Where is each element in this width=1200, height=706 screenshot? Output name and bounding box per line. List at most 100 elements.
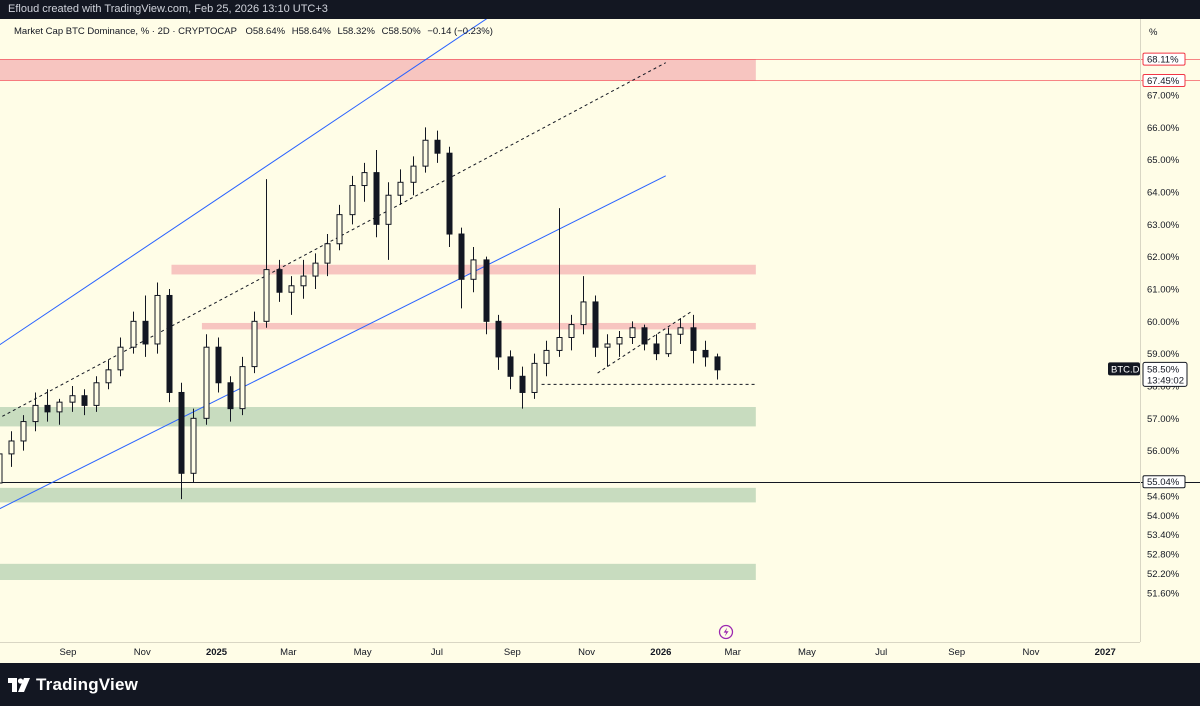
candle-body-35 <box>410 165 417 183</box>
time-tick-label-3: Mar <box>280 647 296 658</box>
resistance-zone-2 <box>201 322 756 330</box>
replay-icon[interactable] <box>718 624 734 640</box>
time-tick-label-1: Nov <box>134 647 151 658</box>
candle-body-54 <box>641 327 648 345</box>
candle-27 <box>312 253 319 289</box>
price-tick-label-0: 67.00% <box>1147 91 1180 102</box>
candle-body-18 <box>203 346 210 419</box>
candle-40 <box>470 246 477 293</box>
candle-body-7 <box>69 395 76 403</box>
time-axis[interactable]: Sep Nov 2025 Mar May Jul Sep Nov 2026 Mar May Jul Se… <box>0 642 1140 659</box>
level-tag-box-0 <box>1142 52 1186 66</box>
candle-body-13 <box>142 320 149 345</box>
level-tag-label-0: 68.11% <box>1147 55 1179 66</box>
chart-area[interactable]: Market Cap BTC Dominance, % · 2D · CRYPT… <box>0 19 1200 663</box>
candle-52 <box>616 331 623 357</box>
candle-31 <box>361 162 368 202</box>
candle-26 <box>300 259 307 299</box>
candle-46 <box>543 340 550 377</box>
legend-symbol: Market Cap BTC Dominance, % · 2D · CRYPT… <box>14 26 237 37</box>
price-tick-label-13: 54.60% <box>1147 491 1180 502</box>
candle-36 <box>422 127 429 173</box>
candle-body-38 <box>446 152 453 235</box>
candle-34 <box>397 169 404 205</box>
price-tick-label-9: 58.00% <box>1147 382 1180 393</box>
candle-56 <box>665 327 672 357</box>
candle-body-39 <box>458 233 465 280</box>
price-tick-label-11: 56.00% <box>1147 446 1180 457</box>
candle-body-29 <box>336 214 343 245</box>
candle-4 <box>32 392 39 432</box>
time-tick-label-12: Sep <box>948 647 965 658</box>
candle-32 <box>373 149 380 238</box>
time-tick-label-11: Jul <box>875 647 887 658</box>
legend-c-value: 58.50% <box>389 26 422 37</box>
candle-body-56 <box>665 333 672 355</box>
time-tick-label-14: 2027 <box>1095 647 1116 658</box>
candle-body-57 <box>677 327 684 335</box>
level-tag-box-1 <box>1142 73 1186 87</box>
candle-body-21 <box>239 366 246 410</box>
candle-14 <box>154 282 161 354</box>
price-tick-label-3: 64.00% <box>1147 188 1180 199</box>
price-tick-label-6: 61.00% <box>1147 285 1180 296</box>
candle-44 <box>519 366 526 409</box>
candle-5 <box>44 389 51 422</box>
candle-57 <box>677 318 684 344</box>
candle-body-10 <box>105 369 112 384</box>
candle-body-50 <box>592 301 599 348</box>
candle-10 <box>105 360 112 390</box>
time-tick-label-0: Sep <box>60 647 77 658</box>
time-tick-label-4: May <box>354 647 372 658</box>
candle-38 <box>446 146 453 247</box>
legend: Market Cap BTC Dominance, % · 2D · CRYPT… <box>14 26 493 37</box>
candle-20 <box>227 376 234 422</box>
price-tag-symbol-box <box>1108 362 1140 376</box>
candle-13 <box>142 295 149 357</box>
candle-body-49 <box>580 301 587 326</box>
candle-body-37 <box>434 139 441 154</box>
candle-45 <box>531 353 538 399</box>
candle-body-8 <box>81 395 88 406</box>
level-tag-label-2: 55.04% <box>1147 477 1180 488</box>
candle-43 <box>507 350 514 390</box>
price-tick-label-17: 52.20% <box>1147 569 1180 580</box>
candle-59 <box>702 340 709 367</box>
candle-body-6 <box>56 401 63 413</box>
candle-15 <box>166 289 173 403</box>
candle-23 <box>263 179 270 328</box>
candle-body-44 <box>519 375 526 393</box>
branding-bar: TradingView <box>0 663 1200 706</box>
candle-25 <box>288 276 295 315</box>
price-tick-label-16: 52.80% <box>1147 550 1180 561</box>
price-axis-unit: % <box>1149 27 1158 38</box>
price-tick-label-10: 57.00% <box>1147 414 1180 425</box>
trend-line-channel-upper <box>0 19 488 346</box>
candle-16 <box>178 382 185 500</box>
candle-body-20 <box>227 382 234 410</box>
tradingview-logo[interactable]: TradingView <box>8 673 138 697</box>
candle-55 <box>653 334 660 361</box>
candle-19 <box>215 337 222 393</box>
candle-body-46 <box>543 349 550 364</box>
candle-body-31 <box>361 172 368 187</box>
candle-body-25 <box>288 285 295 293</box>
candle-22 <box>251 311 258 374</box>
price-tag-value: 58.50% <box>1147 364 1180 375</box>
candles-layer <box>0 127 721 500</box>
chart-canvas[interactable]: Market Cap BTC Dominance, % · 2D · CRYPT… <box>0 19 1200 663</box>
time-tick-label-9: Mar <box>725 647 741 658</box>
candle-2 <box>8 431 15 467</box>
candle-28 <box>324 234 331 277</box>
credit-text: Efloud created with TradingView.com, Feb… <box>8 3 328 15</box>
candle-body-59 <box>702 349 709 358</box>
price-tick-label-2: 65.00% <box>1147 155 1180 166</box>
price-axis[interactable]: % 67.00% 66.00% 65.00% 64.00% 63.00% 62.00% 61… <box>1140 19 1180 642</box>
candle-body-16 <box>178 391 185 474</box>
candle-24 <box>276 259 283 302</box>
time-tick-label-13: Nov <box>1023 647 1040 658</box>
resistance-zone-0 <box>0 59 756 81</box>
candle-12 <box>130 311 137 354</box>
candle-body-14 <box>154 294 161 345</box>
price-tags-layer: 68.11% 67.45% 55.04% BTC.D 58.50%13:49:02 <box>1108 52 1188 489</box>
